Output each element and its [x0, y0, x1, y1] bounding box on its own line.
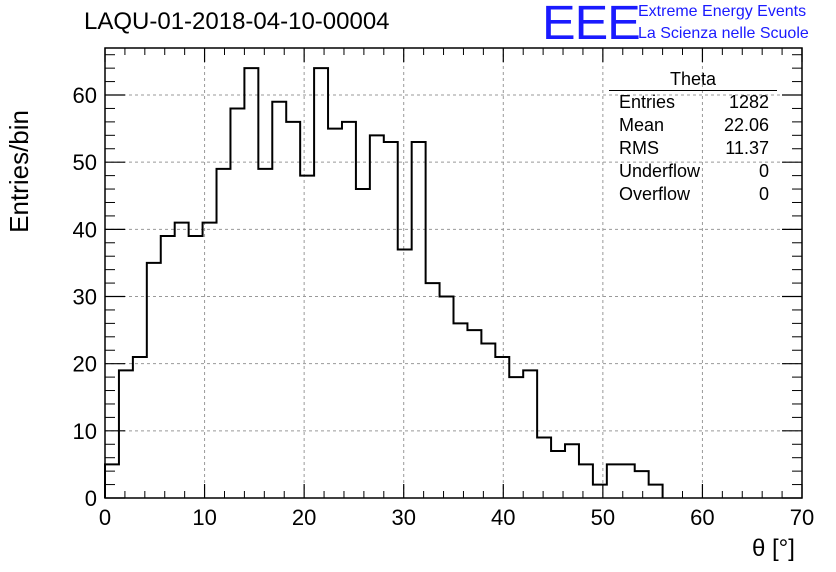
stats-row-rms: RMS 11.37 [609, 137, 777, 160]
stats-value: 1282 [728, 92, 769, 112]
stats-label: Entries [619, 92, 676, 112]
brand-line-2: La Scienza nelle Scuole [638, 25, 809, 42]
stats-label: Mean [619, 115, 665, 135]
stats-box: Theta Entries 1282 Mean 22.06 RMS 11.37 … [609, 68, 777, 206]
stats-value: 11.37 [725, 138, 769, 158]
stats-row-underflow: Underflow 0 [609, 160, 777, 183]
y-tick-label: 50 [73, 150, 97, 175]
chart-title: LAQU-01-2018-04-10-00004 [84, 8, 390, 35]
brand-line-1: Extreme Energy Events [638, 3, 807, 20]
y-axis-label: Entries/bin [4, 110, 34, 233]
x-tick-label: 10 [192, 505, 216, 530]
stats-box-title: Theta [609, 68, 777, 91]
x-tick-label: 30 [391, 505, 415, 530]
stats-label: RMS [619, 138, 659, 158]
x-tick-label: 60 [690, 505, 714, 530]
y-tick-label: 60 [73, 83, 97, 108]
stats-row-entries: Entries 1282 [609, 91, 777, 114]
x-tick-label: 50 [591, 505, 615, 530]
tick-labels: 0 10 20 30 40 50 60 70 0 10 20 30 40 50 60 [73, 83, 815, 530]
stats-value: 22.06 [723, 115, 769, 135]
eee-logo: EEE [542, 0, 641, 50]
stats-label: Overflow [619, 184, 691, 204]
y-tick-label: 30 [73, 285, 97, 310]
x-axis-label: θ [°] [752, 535, 795, 562]
plot-frame [104, 47, 803, 499]
grid-lines [105, 48, 802, 498]
x-tick-label: 20 [292, 505, 316, 530]
x-tick-label: 40 [491, 505, 515, 530]
stats-row-mean: Mean 22.06 [609, 114, 777, 137]
stats-label: Underflow [619, 161, 701, 181]
stats-value: 0 [758, 184, 769, 204]
stats-row-overflow: Overflow 0 [609, 183, 777, 206]
y-tick-label: 40 [73, 217, 97, 242]
y-tick-label: 20 [73, 352, 97, 377]
stats-value: 0 [758, 161, 769, 181]
y-tick-label: 10 [73, 419, 97, 444]
x-tick-label: 0 [99, 505, 111, 530]
histogram-step-line [104, 67, 664, 498]
y-tick-label: 0 [85, 486, 97, 511]
x-tick-label: 70 [790, 505, 814, 530]
